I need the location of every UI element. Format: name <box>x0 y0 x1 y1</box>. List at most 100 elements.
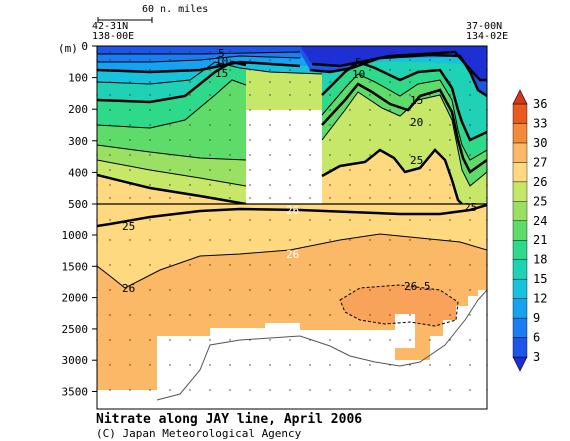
station-dot <box>189 389 191 391</box>
station-dot <box>429 139 431 141</box>
station-dot <box>189 239 191 241</box>
station-dot <box>349 69 351 71</box>
station-dot <box>289 219 291 221</box>
station-dots <box>96 51 488 391</box>
station-dot <box>109 81 111 83</box>
contour-label-26-top: 26 <box>286 204 299 217</box>
station-dot <box>249 169 251 171</box>
station-dot <box>169 154 171 156</box>
station-dot <box>129 389 131 391</box>
station-dot <box>309 184 311 186</box>
y-tick-label: 100 <box>68 72 88 85</box>
station-dot <box>249 364 251 366</box>
station-dot <box>389 154 391 156</box>
station-dot <box>129 339 131 341</box>
station-dot <box>449 197 451 199</box>
station-dot <box>209 239 211 241</box>
station-dot <box>209 169 211 171</box>
station-dot <box>189 124 191 126</box>
station-dot <box>289 169 291 171</box>
station-dot <box>329 139 331 141</box>
station-dot <box>429 264 431 266</box>
station-dot <box>369 289 371 291</box>
contour-12-left <box>97 61 323 85</box>
station-dot <box>429 94 431 96</box>
colorbar-segment <box>512 142 528 163</box>
station-dot <box>309 109 311 111</box>
station-dot <box>289 154 291 156</box>
colorbar-tick-label: 6 <box>533 331 540 345</box>
station-dot <box>429 154 431 156</box>
station-dot <box>209 69 211 71</box>
station-dot <box>149 154 151 156</box>
station-dot <box>449 219 451 221</box>
colorbar-tick-label: 18 <box>533 253 547 267</box>
station-dot <box>169 197 171 199</box>
station-dot <box>429 109 431 111</box>
station-dot <box>429 219 431 221</box>
station-dot <box>249 124 251 126</box>
fill-band-upper-25-left <box>97 175 246 204</box>
station-dot <box>169 289 171 291</box>
station-dot <box>249 197 251 199</box>
station-dot <box>449 289 451 291</box>
station-dot <box>349 239 351 241</box>
station-dot <box>229 184 231 186</box>
station-dot <box>389 109 391 111</box>
station-dot <box>289 124 291 126</box>
station-dot <box>449 184 451 186</box>
y-tick-label: 3500 <box>62 386 89 399</box>
scale-bar-label: 60 n. miles <box>142 4 208 15</box>
station-dot <box>149 389 151 391</box>
y-tick-label: 1500 <box>62 260 89 273</box>
station-dot <box>349 154 351 156</box>
station-dot <box>349 364 351 366</box>
colorbar-tick-label: 36 <box>533 97 547 111</box>
fill-band-lower-26-5 <box>340 285 458 326</box>
contour-label-25-right: 25 <box>464 201 477 214</box>
y-tick-label: 2000 <box>62 292 89 305</box>
station-dot <box>269 339 271 341</box>
station-dot <box>349 139 351 141</box>
contour-20-right <box>321 82 487 174</box>
station-dot <box>349 289 351 291</box>
station-dot <box>349 184 351 186</box>
station-dot <box>149 94 151 96</box>
colorbar-arrow-high <box>512 89 528 105</box>
contour-label-right-10: 10 <box>352 68 365 81</box>
station-dot <box>389 69 391 71</box>
station-dot <box>249 289 251 291</box>
station-dot <box>389 169 391 171</box>
station-dot <box>329 364 331 366</box>
station-dot <box>369 364 371 366</box>
station-dot <box>149 239 151 241</box>
station-dot <box>369 219 371 221</box>
station-dot <box>269 109 271 111</box>
station-dot <box>149 169 151 171</box>
station-dot <box>369 314 371 316</box>
station-dot <box>429 289 431 291</box>
station-dot <box>289 184 291 186</box>
station-dot <box>109 184 111 186</box>
station-dot <box>289 389 291 391</box>
station-dot <box>249 264 251 266</box>
colorbar-segment <box>512 278 528 299</box>
colorbar-segment <box>512 181 528 202</box>
station-dot <box>349 109 351 111</box>
station-dot <box>169 51 171 53</box>
station-dot <box>109 109 111 111</box>
station-dot <box>169 219 171 221</box>
station-dot <box>129 51 131 53</box>
station-dot <box>449 364 451 366</box>
station-dot <box>309 364 311 366</box>
colorbar-tick-label: 26 <box>533 175 547 189</box>
station-dot <box>229 81 231 83</box>
lower-panel <box>97 204 487 409</box>
station-dot <box>229 124 231 126</box>
colorbar-segment <box>512 317 528 338</box>
station-dot <box>409 139 411 141</box>
station-dot <box>389 59 391 61</box>
station-dot <box>289 69 291 71</box>
